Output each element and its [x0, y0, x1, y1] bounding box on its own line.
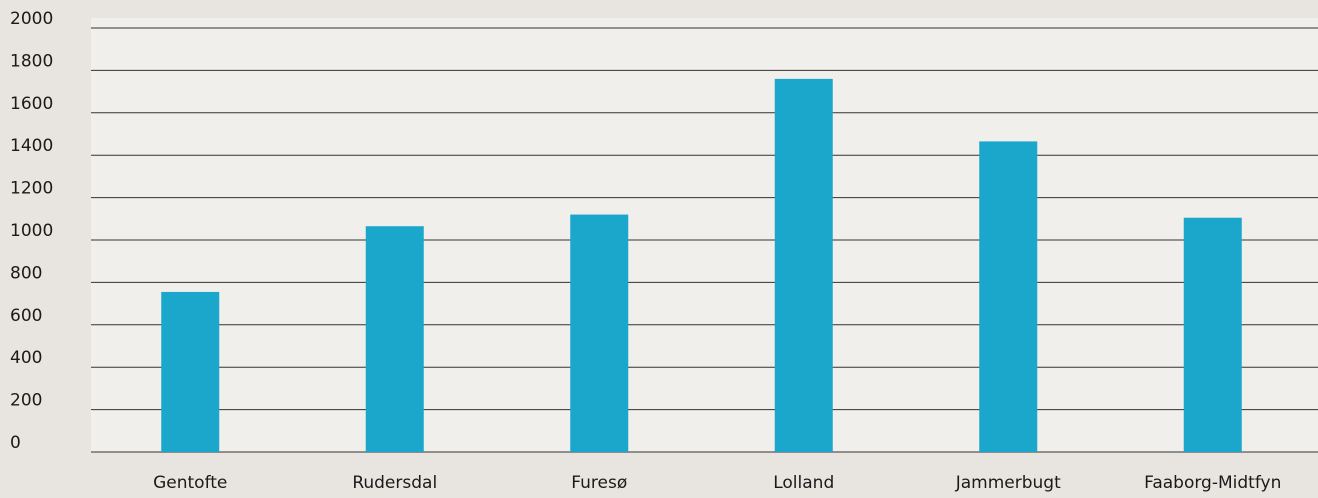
y-tick-label: 600	[10, 306, 42, 326]
y-tick-label: 2000	[10, 9, 53, 29]
y-tick-label: 800	[10, 263, 42, 283]
y-tick-label: 0	[10, 433, 21, 453]
bars	[161, 78, 1242, 453]
y-tick-label: 1600	[10, 94, 53, 114]
y-tick-label: 1000	[10, 221, 53, 241]
y-tick-label: 1400	[10, 136, 53, 156]
y-tick-label: 1200	[10, 179, 53, 199]
y-tick-label: 200	[10, 391, 42, 411]
bar-faaborg-midtfyn	[1183, 217, 1242, 452]
x-category-label: Lolland	[773, 473, 834, 493]
bar-jammerbugt	[979, 141, 1038, 453]
x-axis-labels: Gentofte Rudersdal Furesø Lolland Jammerbugt…	[153, 473, 1281, 493]
x-category-label: Furesø	[571, 473, 627, 493]
x-category-label: Rudersdal	[352, 473, 437, 493]
y-tick-label: 400	[10, 348, 42, 368]
x-category-label: Faaborg-Midtfyn	[1144, 473, 1281, 493]
y-axis-ticks: 0 200 400 600 800 1000 1200 1400 1600 1800 2000	[10, 9, 53, 453]
gridlines	[91, 27, 1318, 453]
bar-furesø	[570, 214, 629, 452]
x-category-label: Gentofte	[153, 473, 227, 493]
bar-rudersdal	[365, 226, 424, 452]
plot-area	[91, 18, 1318, 452]
y-tick-label: 1800	[10, 51, 53, 71]
x-category-label: Jammerbugt	[955, 473, 1061, 493]
bar-gentofte	[161, 291, 220, 452]
bar-lolland	[774, 78, 833, 452]
